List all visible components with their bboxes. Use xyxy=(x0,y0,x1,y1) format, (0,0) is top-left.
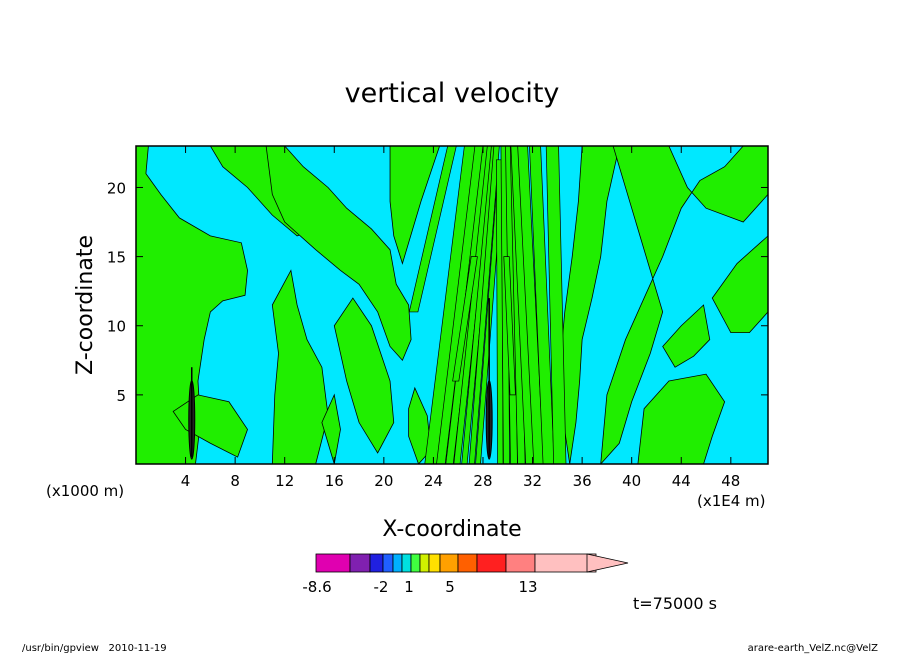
colorbar-swatch xyxy=(457,553,478,573)
colorbar-swatch xyxy=(315,553,351,573)
y-tick-label: 20 xyxy=(107,179,126,197)
updraft-region xyxy=(265,146,412,362)
y-tick-label: 15 xyxy=(107,249,126,267)
footer-left: /usr/bin/gpview 2010-11-19 xyxy=(22,643,167,654)
wave-stripe xyxy=(424,146,478,464)
colorbar-labels: -8.6 -2 1 5 13 xyxy=(302,578,537,596)
updraft-region xyxy=(408,386,432,464)
updraft-region xyxy=(600,146,768,464)
x-tick-label: 20 xyxy=(374,472,393,490)
x-tick-label: 16 xyxy=(325,472,344,490)
colorbar-swatch xyxy=(401,553,412,573)
updraft-region xyxy=(711,235,768,334)
strong-updraft-cores xyxy=(188,298,493,460)
colorbar-swatch xyxy=(369,553,384,573)
updraft-region xyxy=(559,146,620,464)
x-tick-label: 4 xyxy=(181,472,191,490)
chart-title: vertical velocity xyxy=(345,78,560,109)
wave-stripe xyxy=(503,256,516,396)
y-tick-label: 10 xyxy=(107,318,126,336)
colorbar xyxy=(315,553,629,573)
colorbar-swatch xyxy=(428,553,441,573)
colorbar-swatch xyxy=(476,553,507,573)
colorbar-label: -8.6 xyxy=(302,578,331,596)
colorbar-label: 5 xyxy=(445,578,455,596)
wave-stripe xyxy=(529,146,555,464)
updraft-region xyxy=(637,373,726,464)
updraft-region xyxy=(333,297,395,454)
colorbar-swatch xyxy=(439,553,459,573)
wave-stripes xyxy=(408,146,567,464)
x-tick-label: 8 xyxy=(230,472,240,490)
colorbar-swatch xyxy=(382,553,394,573)
footer-right: arare-earth_VelZ.nc@VelZ xyxy=(748,643,879,654)
y-axis-label: Z-coordinate xyxy=(73,235,98,375)
colorbar-swatch xyxy=(349,553,371,573)
x-tick-label: 48 xyxy=(721,472,740,490)
x-tick-label: 28 xyxy=(473,472,492,490)
wave-stripe xyxy=(509,146,526,464)
updraft-region xyxy=(389,146,441,265)
wave-stripe xyxy=(408,146,457,313)
colorbar-swatch xyxy=(392,553,403,573)
colorbar-swatch xyxy=(410,553,421,573)
x-tick-label: 40 xyxy=(622,472,641,490)
plot-frame xyxy=(135,145,769,465)
updraft-region xyxy=(662,304,711,368)
x-axis-label: X-coordinate xyxy=(382,517,521,542)
wave-stripe xyxy=(468,146,500,464)
x-tick-label: 32 xyxy=(523,472,542,490)
time-label: t=75000 s xyxy=(633,594,717,613)
updraft-regions xyxy=(136,146,768,464)
y-axis: 5 10 15 20 xyxy=(107,179,768,405)
x-tick-label: 44 xyxy=(672,472,691,490)
updraft-region xyxy=(321,393,341,464)
x-tick-label: 36 xyxy=(573,472,592,490)
colorbar-swatch xyxy=(419,553,430,573)
plot-area xyxy=(136,146,768,464)
x-unit-left: (x1000 m) xyxy=(46,482,124,500)
x-unit-right: (x1E4 m) xyxy=(697,492,766,510)
x-tick-label: 12 xyxy=(275,472,294,490)
x-tick-label: 24 xyxy=(424,472,443,490)
colorbar-label: 13 xyxy=(518,578,537,596)
wave-stripe xyxy=(510,146,535,464)
colorbar-label: -2 xyxy=(374,578,389,596)
y-tick-label: 5 xyxy=(116,387,126,405)
wave-stripe xyxy=(436,146,484,464)
colorbar-swatch xyxy=(505,553,536,573)
x-axis: 4 8 12 16 20 24 28 32 36 40 44 48 xyxy=(181,146,740,490)
wave-stripe xyxy=(545,146,567,464)
colorbar-label: 1 xyxy=(404,578,414,596)
wave-stripe xyxy=(517,146,545,464)
wave-stripe xyxy=(453,146,494,464)
wave-stripe xyxy=(452,256,478,382)
colorbar-arrow xyxy=(586,553,629,573)
